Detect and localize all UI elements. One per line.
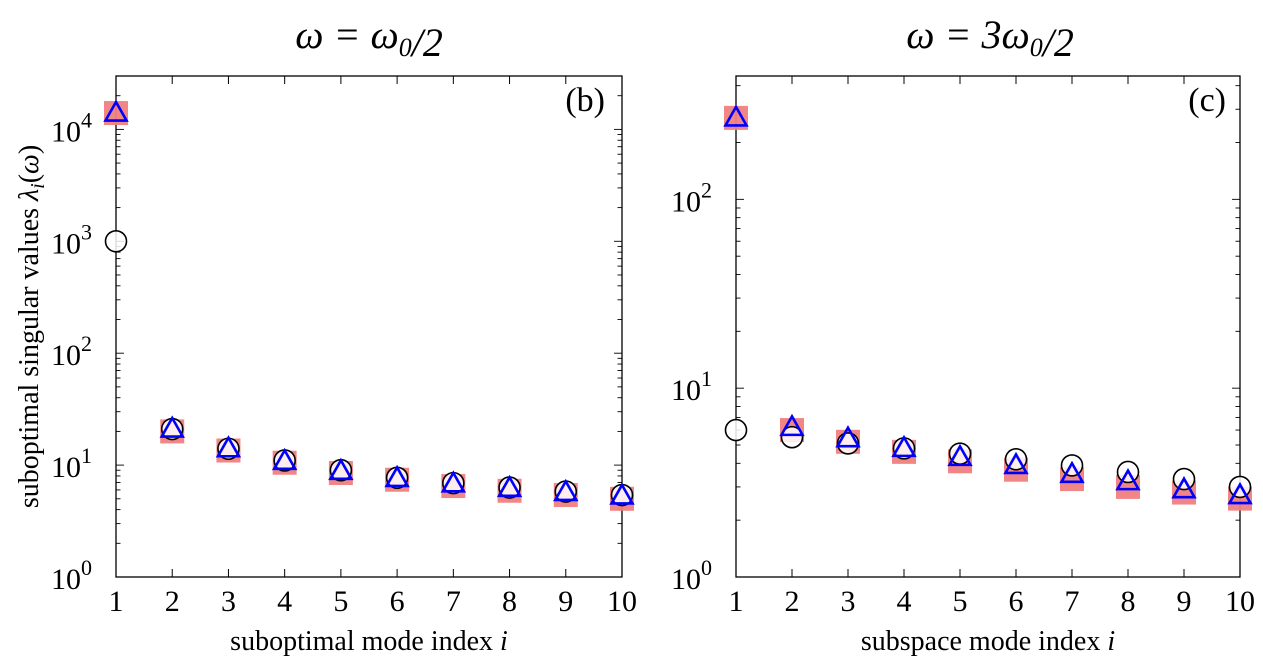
x-tick-label: 10 [1225, 585, 1255, 618]
data-point-triangle [891, 434, 917, 458]
data-point-triangle [835, 425, 861, 448]
x-tick-label: 6 [1009, 585, 1024, 618]
data-point-triangle [723, 104, 749, 127]
chart-panel-b: 1 2 3 4 5 6 7 8 9 10 100 101 102 103 104 ω = ω0/2 (b) sub… [14, 12, 637, 657]
x-tick-label: 6 [390, 585, 405, 618]
y-tick-label: 101 [671, 366, 712, 407]
data-point-triangle [271, 447, 298, 471]
x-tick-label: 1 [109, 585, 124, 618]
data-point-circle [780, 425, 804, 449]
x-tick-label: 2 [785, 585, 800, 618]
y-tick-label: 100 [671, 555, 712, 596]
data-point-triangle [1171, 476, 1197, 499]
data-point-triangle [609, 482, 635, 505]
data-point-triangle [779, 413, 805, 437]
x-tick-label: 8 [1121, 585, 1136, 618]
panel-label: (b) [565, 82, 605, 119]
x-axis-label: subspace mode index i [861, 626, 1115, 657]
data-point-triangle [159, 415, 185, 438]
chart-panel-c: 1 2 3 4 5 6 7 8 9 10 100 101 102 ω = 3ω0/2 (c) subspace… [671, 12, 1255, 657]
data-point-triangle [328, 457, 354, 481]
x-axis-label: suboptimal mode index i [230, 626, 508, 657]
data-point-circle [836, 432, 860, 455]
panel-label: (c) [1188, 82, 1226, 119]
data-point-triangle [496, 474, 523, 498]
data-point-triangle [947, 443, 973, 467]
data-point-triangle [553, 478, 579, 502]
x-tick-label: 9 [1177, 585, 1192, 618]
data-point-triangle [215, 435, 242, 458]
data-point-triangle [384, 464, 410, 488]
plot-frame [115, 75, 623, 578]
x-tick-label: 5 [333, 585, 348, 618]
data-point-triangle [1003, 451, 1029, 475]
y-tick-label: 102 [671, 177, 712, 218]
x-tick-label: 8 [502, 585, 517, 618]
x-tick-label: 10 [607, 585, 637, 618]
data-point-triangle [1115, 467, 1141, 491]
x-tick-label: 4 [897, 585, 912, 618]
x-tick-label: 3 [221, 585, 236, 618]
x-tick-label: 2 [165, 585, 180, 618]
y-tick-label: 101 [51, 443, 92, 484]
y-tick-label: 103 [51, 219, 92, 260]
data-point-triangle [1059, 460, 1085, 484]
y-tick-label: 104 [51, 107, 92, 148]
data-point-circle [724, 418, 748, 442]
x-tick-label: 3 [841, 585, 856, 618]
data-point-circle [104, 229, 128, 253]
x-tick-label: 7 [1065, 585, 1080, 618]
plot-frame [735, 75, 1241, 578]
data-point-triangle [440, 470, 467, 493]
chart-title: ω = 3ω0/2 [906, 12, 1074, 65]
x-tick-label: 9 [558, 585, 573, 618]
x-tick-label: 5 [953, 585, 968, 618]
data-point-triangle [103, 99, 129, 122]
data-point-triangle [1227, 481, 1253, 505]
x-tick-label: 4 [277, 585, 292, 618]
chart-title: ω = ω0/2 [295, 12, 443, 65]
y-tick-label: 100 [51, 555, 92, 596]
y-tick-label: 102 [51, 331, 92, 372]
y-axis-label: suboptimal singular values λi(ω) [14, 145, 49, 508]
x-tick-label: 1 [729, 585, 744, 618]
x-tick-label: 7 [446, 585, 461, 618]
